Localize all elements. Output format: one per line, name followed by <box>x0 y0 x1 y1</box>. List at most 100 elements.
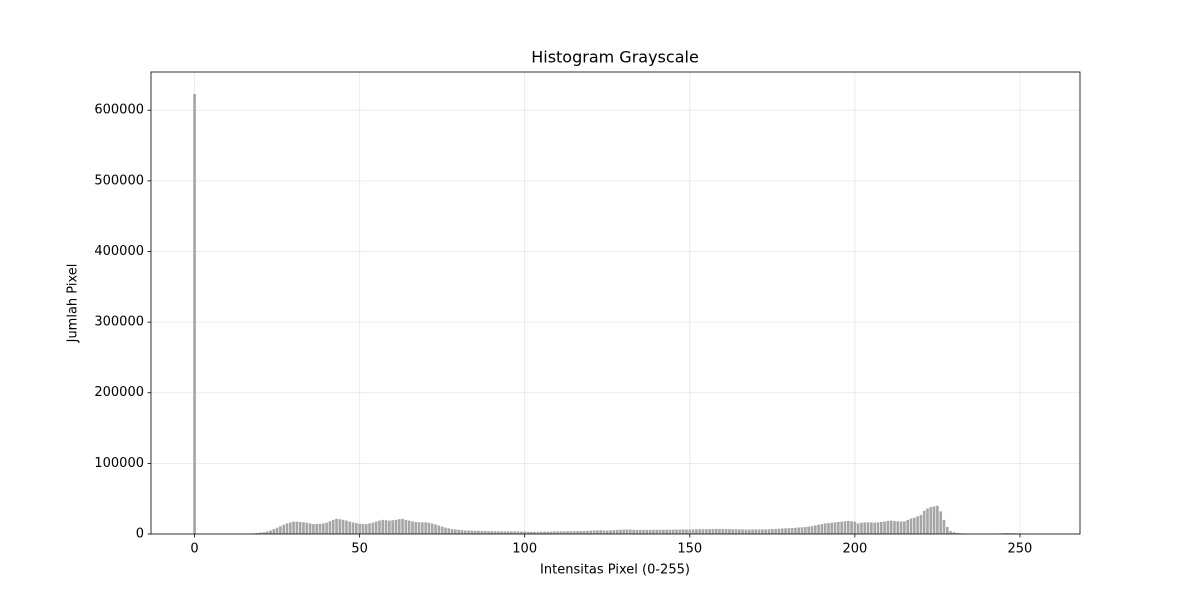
bar <box>510 531 513 534</box>
bar <box>572 531 576 534</box>
bar <box>592 530 596 534</box>
bar <box>787 528 791 534</box>
bar <box>797 527 801 534</box>
bar <box>780 528 784 534</box>
x-tick-label: 250 <box>1008 542 1033 557</box>
bar <box>893 520 896 534</box>
bar <box>437 525 441 534</box>
bar <box>586 530 589 534</box>
bar <box>916 516 919 534</box>
bar <box>741 529 744 534</box>
bar <box>926 508 929 534</box>
bar <box>810 526 814 534</box>
bar <box>731 529 735 534</box>
bar <box>655 529 659 534</box>
bar <box>800 527 804 534</box>
x-tick-label: 150 <box>677 542 702 557</box>
bar <box>685 529 688 534</box>
x-tick-label: 100 <box>512 542 537 557</box>
bar <box>883 521 886 534</box>
bar <box>556 531 560 534</box>
bar <box>853 521 857 534</box>
bar <box>602 530 606 534</box>
bar <box>397 519 401 534</box>
bar <box>856 523 860 534</box>
bar <box>430 523 434 534</box>
y-tick-label: 200000 <box>94 385 144 400</box>
bar <box>605 530 609 534</box>
bar <box>734 529 738 534</box>
bar <box>454 529 457 534</box>
bar <box>790 527 794 534</box>
bar <box>632 529 635 534</box>
bar <box>444 527 447 534</box>
bar <box>754 529 758 534</box>
bar <box>678 529 682 534</box>
x-tick-label: 50 <box>351 542 368 557</box>
bar <box>411 521 414 534</box>
bar <box>255 532 259 534</box>
bar <box>312 524 315 534</box>
bar <box>955 532 959 534</box>
bar <box>394 519 398 534</box>
bar <box>493 531 497 534</box>
bar <box>364 524 368 534</box>
bar <box>282 524 286 534</box>
bar <box>549 531 553 534</box>
bar <box>665 529 668 534</box>
bar <box>949 531 952 534</box>
bar <box>889 520 893 534</box>
bar <box>440 526 444 534</box>
bar <box>747 529 751 534</box>
bar <box>919 514 923 534</box>
bar <box>536 531 540 534</box>
bar <box>929 507 933 534</box>
bar <box>728 529 731 534</box>
bar <box>371 522 375 534</box>
bar <box>338 519 342 534</box>
bar <box>619 529 622 534</box>
bar <box>285 523 289 534</box>
bar <box>615 529 619 534</box>
bar <box>589 530 593 534</box>
bar <box>374 521 378 534</box>
bar <box>318 523 322 534</box>
bar <box>863 522 867 534</box>
bar <box>866 522 870 534</box>
bar <box>358 523 361 534</box>
bar <box>813 525 817 534</box>
bar <box>850 521 853 534</box>
bar <box>817 524 820 534</box>
chart-title: Histogram Grayscale <box>531 48 699 67</box>
y-tick-label: 100000 <box>94 456 144 471</box>
bar <box>906 519 910 534</box>
bar <box>351 522 355 534</box>
bar <box>846 520 850 534</box>
bar <box>704 529 708 534</box>
bar <box>724 529 728 534</box>
bar <box>480 530 484 534</box>
plot-frame <box>150 71 1081 535</box>
bar <box>259 532 262 534</box>
bar <box>288 522 292 534</box>
bar <box>269 530 272 534</box>
bar <box>737 529 741 534</box>
x-tick-label: 200 <box>842 542 867 557</box>
bar <box>559 531 563 534</box>
bar <box>193 94 196 534</box>
bar <box>321 523 325 534</box>
bar <box>922 510 926 534</box>
bar <box>292 521 295 534</box>
bar <box>447 528 451 534</box>
bar <box>533 531 536 534</box>
bar <box>579 531 583 534</box>
bar <box>843 521 847 534</box>
bar <box>635 529 639 534</box>
bar <box>404 519 408 534</box>
bar <box>308 523 312 534</box>
bar <box>599 530 602 534</box>
bar <box>526 531 530 534</box>
bar <box>305 522 309 534</box>
bar <box>384 520 388 534</box>
